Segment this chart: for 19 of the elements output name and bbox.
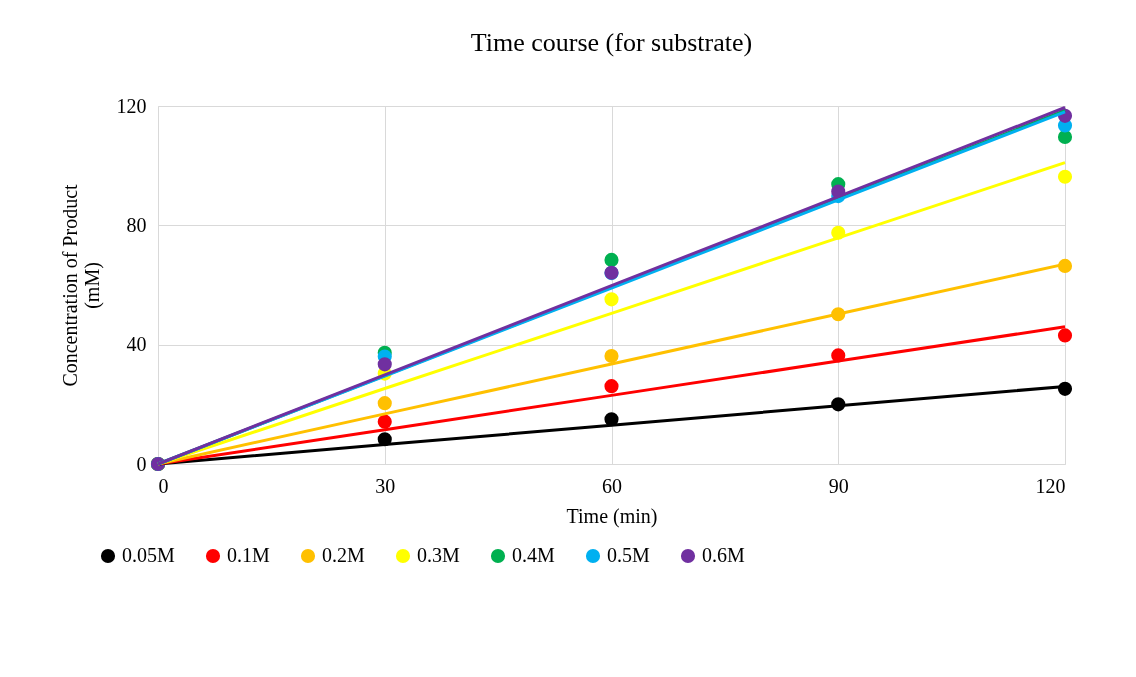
y-axis-title: Concentration of Product (mM) <box>58 183 104 387</box>
legend-label: 0.3M <box>417 544 460 566</box>
y-tick-label: 80 <box>126 213 147 236</box>
y-tick-label: 40 <box>126 333 147 356</box>
chart-title: Time course (for substrate) <box>470 28 753 57</box>
x-tick-label: 60 <box>602 474 622 497</box>
legend-label: 0.1M <box>227 544 270 566</box>
legend-label: 0.4M <box>512 544 555 566</box>
x-tick-label: 120 <box>1035 474 1066 497</box>
x-tick-label: 30 <box>375 474 396 497</box>
x-tick-label: 0 <box>158 474 169 497</box>
legend-label: 0.05M <box>122 544 175 566</box>
y-tick-label: 0 <box>136 452 147 475</box>
x-tick-label: 90 <box>828 474 849 497</box>
legend-label: 0.5M <box>607 544 650 566</box>
legend-label: 0.6M <box>702 544 745 566</box>
x-axis-title: Time (min) <box>566 504 658 528</box>
y-tick-label: 120 <box>116 94 147 117</box>
legend-label: 0.2M <box>322 544 365 566</box>
